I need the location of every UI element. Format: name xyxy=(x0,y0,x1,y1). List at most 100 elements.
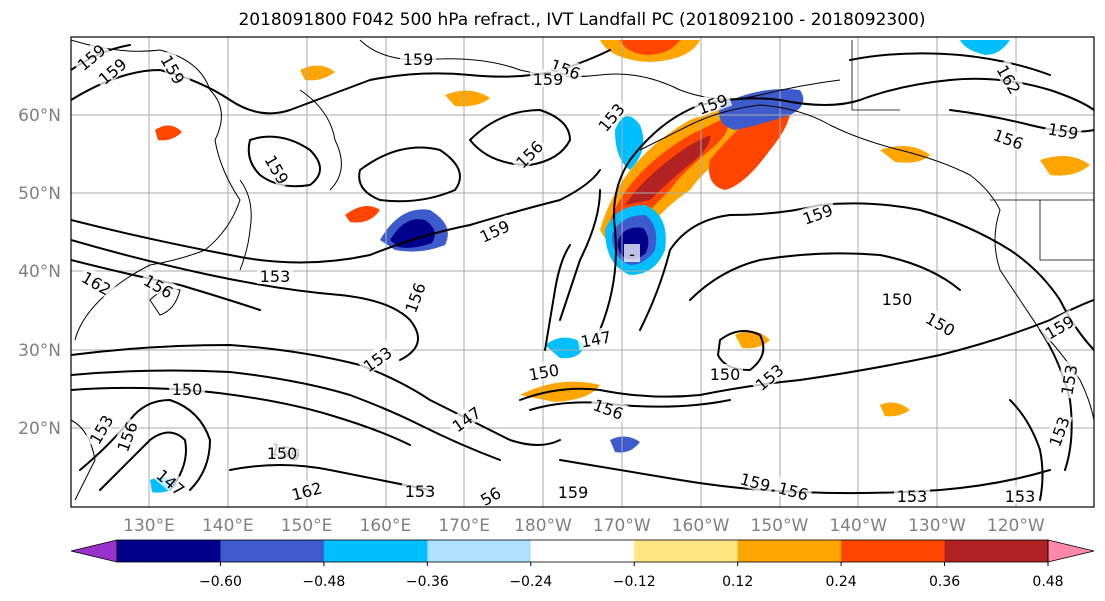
contour-label: 153 xyxy=(1056,360,1082,399)
latitude-labels: 60°N 50°N 40°N 30°N 20°N xyxy=(18,106,61,439)
contour-line xyxy=(689,252,961,301)
positive-anomaly-top-core xyxy=(620,40,680,55)
contour-line xyxy=(71,259,261,311)
contour-label: 153 xyxy=(894,486,930,506)
longitude-labels: 130°E 140°E 150°E 160°E 170°E 180°W 170°W 160°W… xyxy=(123,516,1045,536)
contour-line xyxy=(79,399,211,491)
colorbar-tick-label: −0.36 xyxy=(406,574,449,590)
longitude-label: 120°W xyxy=(987,516,1045,536)
colorbar-segment xyxy=(117,540,221,562)
colorbar-segment xyxy=(220,540,325,562)
contour-line xyxy=(1009,399,1044,501)
figure-title: 2018091800 F042 500 hPa refract., IVT La… xyxy=(238,10,925,30)
longitude-label: 180°W xyxy=(514,516,572,536)
positive-anomaly-small-6 xyxy=(1040,156,1090,176)
contour-label-text: 150 xyxy=(882,290,913,309)
contour-label-text: 153 xyxy=(405,482,436,501)
colorbar-extend-low xyxy=(70,539,118,563)
latitude-label: 50°N xyxy=(18,184,61,204)
contour-label: 150 xyxy=(879,289,915,309)
contour-line xyxy=(849,52,1051,76)
colorbar-tick-label: −0.60 xyxy=(199,574,242,590)
contour-line xyxy=(71,239,419,361)
contour-line xyxy=(247,135,321,188)
positive-anomaly-small-7 xyxy=(300,65,335,81)
contour-line xyxy=(358,146,461,203)
contour-label: 159 xyxy=(400,49,436,69)
colorbar-tick-label: −0.24 xyxy=(509,574,552,590)
state-border xyxy=(1039,200,1094,261)
colorbar-segment xyxy=(323,540,428,562)
negative-anomaly-midwest-core xyxy=(390,219,435,248)
longitude-label: 150°E xyxy=(281,516,333,536)
positive-anomaly-small-2 xyxy=(520,381,600,402)
contour-labels: 1591591591591561591531561621561591591591… xyxy=(71,38,1083,507)
contour-label: 153 xyxy=(1002,486,1038,506)
contour-label: 153 xyxy=(402,481,438,501)
contour-label: - xyxy=(624,244,640,264)
colorbar: −0.60 −0.48 −0.36 −0.24 −0.12 0.12 0.24 0.36 0.4… xyxy=(70,539,1095,590)
contour-label: 159 xyxy=(555,482,591,502)
contour-label: 150 xyxy=(264,443,300,463)
latitude-label: 30°N xyxy=(18,341,61,361)
colorbar-segment xyxy=(737,540,842,562)
colorbar-tick-label: 0.24 xyxy=(826,574,857,590)
contour-line xyxy=(99,431,187,491)
contour-label: 150 xyxy=(707,364,743,384)
contour-line xyxy=(1039,329,1073,471)
latitude-label: 60°N xyxy=(18,106,61,126)
positive-anomaly-small-8 xyxy=(880,402,910,417)
longitude-label: 140°W xyxy=(829,516,887,536)
longitude-label: 160°W xyxy=(672,516,730,536)
colorbar-segment xyxy=(427,540,532,562)
contour-line xyxy=(71,369,501,461)
contour-label: 56 xyxy=(474,480,506,507)
contour-line xyxy=(229,464,431,491)
contour-label-text: 159 xyxy=(403,50,434,69)
contour-label-text: 150 xyxy=(172,380,203,399)
contour-line xyxy=(469,109,571,166)
positive-anomaly-east xyxy=(709,100,791,190)
colorbar-tick-label: 0.48 xyxy=(1032,574,1063,590)
colorbar-segment xyxy=(530,540,635,562)
contour-line xyxy=(544,244,571,351)
colorbar-segment xyxy=(944,540,1049,562)
longitude-label: 160°E xyxy=(360,516,412,536)
colorbar-tick-label: 0.36 xyxy=(929,574,960,590)
positive-anomaly-small-3 xyxy=(155,125,182,141)
longitude-label: 130°E xyxy=(123,516,175,536)
positive-anomaly-gulf xyxy=(880,146,930,163)
contour-label: 147 xyxy=(576,326,615,352)
kamchatka-coast xyxy=(299,89,342,191)
longitude-label: 140°E xyxy=(202,516,254,536)
contour-label: 156 xyxy=(111,416,142,457)
contour-label-text: 150 xyxy=(267,444,298,463)
longitude-label: 170°W xyxy=(593,516,651,536)
contour-label-text: - xyxy=(629,245,635,264)
contour-line xyxy=(71,386,411,446)
colorbar-tick-label: 0.12 xyxy=(722,574,753,590)
colorbar-frame xyxy=(116,539,1049,563)
contour-line xyxy=(71,169,601,264)
positive-anomaly-small-5 xyxy=(445,90,490,107)
colorbar-segment xyxy=(841,540,946,562)
negative-anomaly-northeast xyxy=(960,40,1010,55)
alaska-canada-border xyxy=(851,40,900,111)
contour-label: 153 xyxy=(257,266,293,286)
contour-line xyxy=(519,299,1094,401)
colorbar-tick-label: −0.12 xyxy=(613,574,656,590)
philippines-coast xyxy=(71,419,96,501)
contour-label-text: 150 xyxy=(710,365,741,384)
contour-label: 150 xyxy=(169,379,205,399)
map-panel: 1591591591591561591531561621561591591591… xyxy=(18,36,1095,536)
longitude-label: 130°W xyxy=(908,516,966,536)
contour-line xyxy=(559,189,601,321)
longitude-label: 150°W xyxy=(751,516,809,536)
contour-label-text: 153 xyxy=(1005,487,1036,506)
contour-label-text: 153 xyxy=(897,487,928,506)
positive-anomaly-max xyxy=(625,135,711,205)
contour-label-text: 159 xyxy=(558,483,589,502)
contour-line xyxy=(639,202,1094,351)
map-background xyxy=(71,37,1094,507)
